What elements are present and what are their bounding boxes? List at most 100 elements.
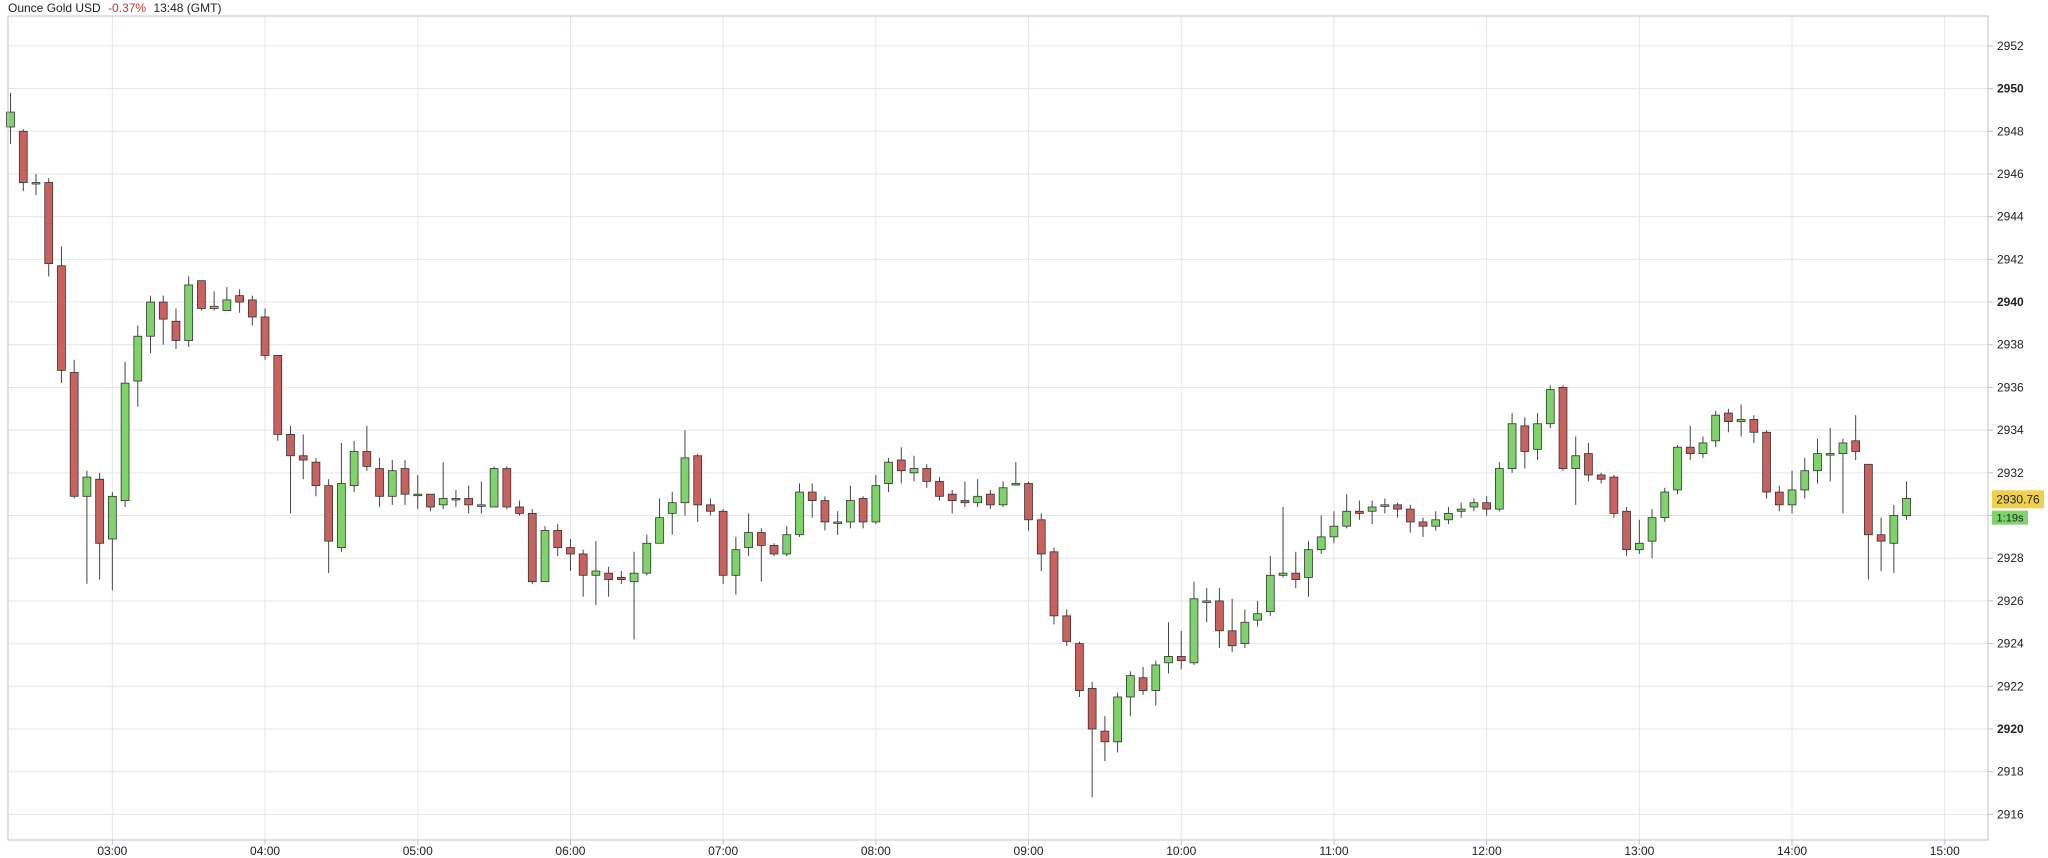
candle-up: [120, 361, 130, 507]
candle-down: [1049, 547, 1059, 625]
candle-down: [400, 460, 410, 505]
candle-up: [1431, 511, 1441, 531]
candle-up: [833, 511, 843, 535]
candle-down: [260, 308, 270, 360]
candle-up: [1736, 404, 1746, 437]
candle-down: [171, 308, 181, 350]
candle-body: [1762, 431, 1771, 493]
candle-body: [1685, 446, 1695, 455]
candle-body: [1749, 419, 1759, 433]
y-tick-label: 2932: [1997, 466, 2024, 480]
candle-up: [1151, 660, 1161, 706]
candle-body: [1736, 419, 1746, 422]
candle-body: [566, 547, 575, 555]
candle-body: [807, 491, 817, 501]
countdown-label: 1:19s: [1997, 513, 2024, 525]
y-tick-label: 2944: [1997, 210, 2024, 224]
candle-body: [1507, 423, 1517, 469]
candle-body: [1355, 510, 1364, 514]
candle-body: [375, 468, 384, 497]
candle-body: [1622, 510, 1631, 551]
candle-body: [833, 521, 843, 524]
candle-body: [1660, 491, 1670, 519]
candle-body: [1215, 600, 1224, 632]
candle-body: [18, 130, 28, 183]
y-tick-label: 2950: [1997, 82, 2024, 96]
candle-down: [807, 483, 817, 518]
candle-up: [1316, 515, 1326, 554]
candle-up: [451, 489, 461, 507]
candle-body: [502, 468, 512, 508]
current-price-label: 2930.76: [1996, 492, 2040, 506]
x-tick-label: 04:00: [250, 844, 280, 858]
candle-body: [146, 301, 155, 337]
candle-body: [1482, 502, 1491, 510]
candle-up: [1253, 600, 1262, 627]
candle-up: [744, 513, 753, 557]
candle-body: [1049, 551, 1059, 617]
candle-body: [909, 468, 919, 474]
candle-down: [197, 280, 206, 311]
candle-up: [1634, 519, 1644, 554]
candle-body: [960, 500, 970, 504]
candle-body: [413, 493, 423, 497]
price-tags: 2930.76 1:19s: [1992, 490, 2044, 525]
candle-body: [57, 265, 66, 371]
y-tick-label: 2948: [1997, 124, 2024, 138]
price-change: -0.37%: [108, 1, 147, 15]
candle-body: [1558, 387, 1568, 469]
x-tick-label: 11:00: [1319, 844, 1348, 858]
candle-body: [133, 335, 143, 382]
candle-up: [1456, 502, 1466, 518]
candle-body: [1024, 483, 1033, 521]
candle-body: [884, 461, 893, 484]
candle-up: [1265, 556, 1275, 616]
candle-body: [1164, 656, 1173, 664]
candle-body: [400, 468, 410, 495]
candle-body: [731, 549, 741, 576]
candle-down: [502, 466, 512, 510]
candle-up: [540, 526, 550, 583]
candle-up: [1838, 438, 1848, 514]
countdown-tag: [1992, 510, 2028, 525]
candle-down: [1724, 408, 1733, 433]
candle-body: [973, 495, 982, 504]
candle-body: [1380, 504, 1390, 507]
candle-up: [222, 287, 232, 311]
candle-body: [1596, 474, 1606, 480]
x-tick-label: 14:00: [1777, 844, 1807, 858]
candle-up: [909, 455, 919, 482]
candle-body: [387, 470, 397, 497]
candle-body: [578, 553, 588, 576]
candle-up: [629, 551, 639, 640]
candle-body: [1253, 613, 1262, 621]
candle-down: [44, 178, 54, 277]
candle-body: [260, 316, 270, 356]
candle-body: [477, 504, 486, 507]
candle-body: [44, 182, 54, 265]
candle-down: [1876, 517, 1886, 572]
candle-body: [1304, 549, 1313, 578]
candle-up: [1825, 428, 1835, 482]
candle-body: [1698, 442, 1708, 455]
candle-down: [1036, 513, 1046, 572]
candle-body: [896, 459, 906, 472]
candle-up: [387, 460, 397, 505]
instrument-name: Ounce Gold USD: [8, 1, 101, 15]
candle-up: [1164, 622, 1173, 674]
candle-up: [1113, 692, 1122, 753]
candle-up: [1469, 498, 1479, 512]
candle-down: [57, 246, 66, 384]
chart-grid: [8, 16, 1988, 840]
candle-down: [604, 566, 613, 597]
y-tick-label: 2924: [1997, 637, 2024, 651]
candle-body: [1787, 489, 1797, 506]
candle-body: [553, 530, 563, 548]
candle-up: [782, 526, 792, 557]
candle-body: [871, 485, 881, 523]
candle-down: [1762, 430, 1771, 499]
candle-up: [1787, 470, 1797, 514]
candle-body: [693, 455, 703, 506]
candle-up: [1813, 438, 1822, 484]
